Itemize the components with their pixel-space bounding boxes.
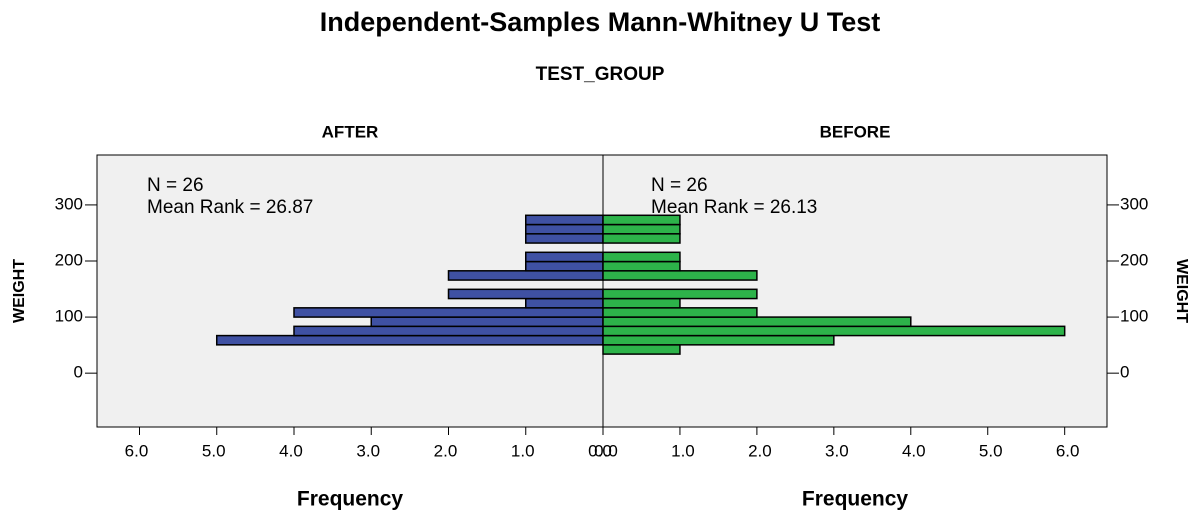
bar [602, 270, 758, 281]
bar [602, 214, 681, 226]
x-tick-label: 2.0 [748, 441, 772, 460]
chart-subtitle: TEST_GROUP [536, 64, 665, 85]
bar [293, 307, 604, 318]
y-tick-label: 300 [55, 194, 83, 213]
bar [602, 223, 681, 235]
y-tick-label: 100 [55, 307, 83, 326]
bar [215, 334, 604, 346]
bar [524, 251, 604, 263]
annotation: Mean Rank = 26.87 [147, 197, 313, 218]
x-axis-label: Frequency [802, 488, 909, 511]
x-tick-label: 3.0 [825, 441, 849, 460]
bar [524, 214, 604, 226]
x-tick-label: 1.0 [511, 441, 535, 460]
x-tick-label: 2.0 [434, 441, 458, 460]
x-tick-label: 4.0 [902, 441, 926, 460]
annotation: N = 26 [651, 175, 708, 196]
bar [602, 334, 835, 346]
x-tick-label: 5.0 [979, 441, 1003, 460]
bar [602, 297, 681, 309]
x-tick-label: 3.0 [356, 441, 380, 460]
x-tick-label: 4.0 [279, 441, 303, 460]
y-tick-label: 100 [1120, 307, 1148, 326]
x-tick-label: 0.0 [588, 441, 612, 460]
annotation: N = 26 [147, 175, 204, 196]
bar [370, 316, 604, 328]
x-tick-label: 1.0 [671, 441, 695, 460]
bar [524, 223, 604, 235]
y-tick-label: 0 [74, 363, 83, 382]
panel-label: BEFORE [820, 122, 891, 141]
x-tick-label: 5.0 [202, 441, 226, 460]
bar [602, 344, 681, 355]
y-tick-label: 200 [1120, 250, 1148, 269]
y-axis-label: WEIGHT [11, 259, 28, 323]
x-tick-label: 6.0 [1056, 441, 1080, 460]
bar [602, 316, 912, 328]
bar [602, 260, 681, 272]
bar [524, 233, 604, 244]
y-tick-label: 200 [55, 250, 83, 269]
annotation: Mean Rank = 26.13 [651, 197, 817, 218]
bar [524, 260, 604, 272]
bar [447, 270, 604, 281]
bar [602, 251, 681, 263]
bar [447, 288, 604, 300]
bar [293, 325, 604, 337]
x-tick-label: 6.0 [125, 441, 149, 460]
x-axis-label: Frequency [297, 488, 404, 511]
chart-title: Independent-Samples Mann-Whitney U Test [320, 7, 881, 37]
y-tick-label: 0 [1120, 363, 1129, 382]
bar [524, 297, 604, 309]
bar [602, 325, 1066, 337]
y-axis-label: WEIGHT [1173, 259, 1190, 323]
panel-label: AFTER [322, 122, 379, 141]
y-tick-label: 300 [1120, 194, 1148, 213]
bar [602, 288, 758, 300]
bar [602, 307, 758, 318]
bar [602, 233, 681, 244]
x-tick-label: 0.0 [594, 441, 618, 460]
